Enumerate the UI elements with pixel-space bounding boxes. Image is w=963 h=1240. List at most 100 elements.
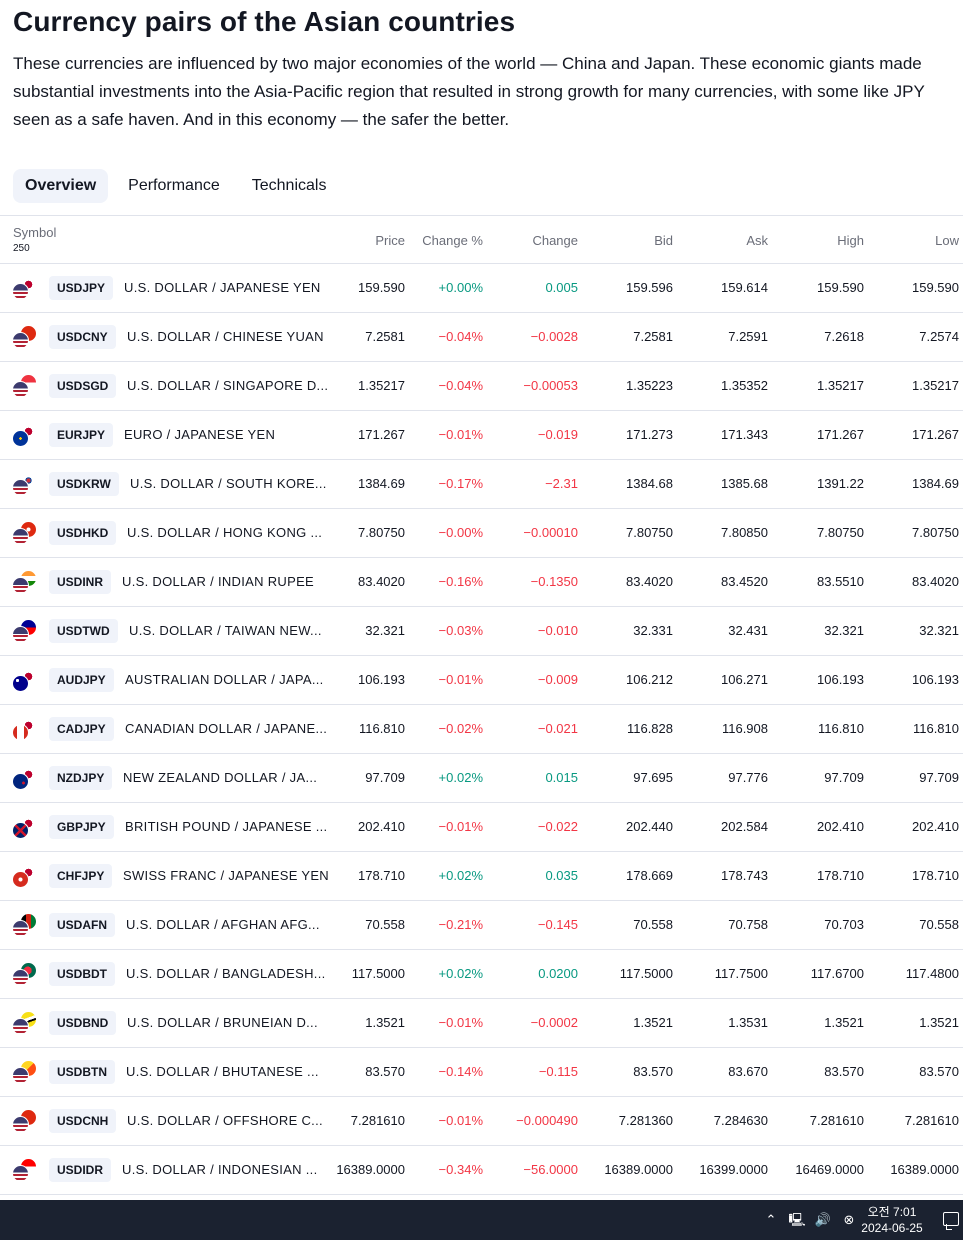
pair-name[interactable]: U.S. DOLLAR / SINGAPORE D... bbox=[127, 378, 329, 393]
header-ask[interactable]: Ask bbox=[746, 233, 768, 248]
table-row[interactable]: USDINR U.S. DOLLAR / INDIAN RUPEE 83.4020 −… bbox=[0, 558, 963, 607]
ticker-badge[interactable]: AUDJPY bbox=[49, 668, 114, 692]
ticker-badge[interactable]: CHFJPY bbox=[49, 864, 113, 888]
ticker-badge[interactable]: USDCNH bbox=[49, 1109, 117, 1133]
pair-name[interactable]: U.S. DOLLAR / HONG KONG ... bbox=[127, 525, 323, 540]
pair-name[interactable]: CANADIAN DOLLAR / JAPANE... bbox=[125, 721, 328, 736]
currency-flags bbox=[12, 619, 38, 643]
pair-name[interactable]: SWISS FRANC / JAPANESE YEN bbox=[123, 868, 329, 883]
change-pct-cell: −0.16% bbox=[438, 574, 483, 589]
low-cell: 178.710 bbox=[912, 868, 959, 883]
change-pct-cell: +0.00% bbox=[438, 280, 483, 295]
table-row[interactable]: USDAFN U.S. DOLLAR / AFGHAN AFG... 70.558 −… bbox=[0, 901, 963, 950]
table-row[interactable]: USDHKD U.S. DOLLAR / HONG KONG ... 7.80750… bbox=[0, 509, 963, 558]
table-row[interactable]: USDSGD U.S. DOLLAR / SINGAPORE D... 1.3521… bbox=[0, 362, 963, 411]
ask-cell: 1385.68 bbox=[721, 476, 768, 491]
currency-flags bbox=[12, 570, 38, 594]
ticker-badge[interactable]: USDBTN bbox=[49, 1060, 115, 1084]
pair-name[interactable]: U.S. DOLLAR / SOUTH KORE... bbox=[130, 476, 327, 491]
flag-ch-icon bbox=[12, 871, 29, 888]
pair-name[interactable]: U.S. DOLLAR / INDIAN RUPEE bbox=[122, 574, 315, 589]
pair-name[interactable]: U.S. DOLLAR / AFGHAN AFG... bbox=[126, 917, 320, 932]
ticker-badge[interactable]: USDHKD bbox=[49, 521, 117, 545]
ticker-badge[interactable]: USDAFN bbox=[49, 913, 115, 937]
pair-name[interactable]: U.S. DOLLAR / OFFSHORE C... bbox=[127, 1113, 323, 1128]
bid-cell: 7.281360 bbox=[618, 1113, 673, 1128]
flag-us-icon bbox=[12, 1067, 29, 1084]
bid-cell: 16389.0000 bbox=[604, 1162, 673, 1177]
pair-name[interactable]: U.S. DOLLAR / CHINESE YUAN bbox=[127, 329, 324, 344]
header-change[interactable]: Change bbox=[532, 233, 578, 248]
table-row[interactable]: AUDJPY AUSTRALIAN DOLLAR / JAPA... 106.193… bbox=[0, 656, 963, 705]
chevron-up-icon[interactable]: ⌃ bbox=[765, 1212, 777, 1227]
table-row[interactable]: USDBND U.S. DOLLAR / BRUNEIAN D... 1.3521 −… bbox=[0, 999, 963, 1048]
tab-overview[interactable]: Overview bbox=[13, 169, 109, 203]
header-change-pct[interactable]: Change % bbox=[422, 233, 483, 248]
pair-name[interactable]: U.S. DOLLAR / BANGLADESH... bbox=[126, 966, 326, 981]
tab-performance[interactable]: Performance bbox=[128, 177, 220, 194]
header-symbol[interactable]: Symbol bbox=[13, 225, 57, 240]
ticker-badge[interactable]: USDSGD bbox=[49, 374, 117, 398]
table-row[interactable]: USDBDT U.S. DOLLAR / BANGLADESH... 117.500… bbox=[0, 950, 963, 999]
price-cell: 116.810 bbox=[358, 721, 405, 736]
low-cell: 1384.69 bbox=[912, 476, 959, 491]
ticker-badge[interactable]: NZDJPY bbox=[49, 766, 113, 790]
ticker-badge[interactable]: USDJPY bbox=[49, 276, 114, 300]
table-row[interactable]: EURJPY EURO / JAPANESE YEN 171.267 −0.01% −0… bbox=[0, 411, 963, 460]
table-row[interactable]: CADJPY CANADIAN DOLLAR / JAPANE... 116.810… bbox=[0, 705, 963, 754]
table-row[interactable]: NZDJPY NEW ZEALAND DOLLAR / JA... 97.709 +0… bbox=[0, 754, 963, 803]
ticker-badge[interactable]: USDTWD bbox=[49, 619, 118, 643]
volume-icon[interactable]: 🔊 bbox=[814, 1212, 832, 1227]
ask-cell: 97.776 bbox=[728, 770, 768, 785]
change-pct-cell: −0.34% bbox=[438, 1162, 483, 1177]
ticker-badge[interactable]: USDIDR bbox=[49, 1158, 112, 1182]
ticker-badge[interactable]: USDINR bbox=[49, 570, 112, 594]
table-row[interactable]: GBPJPY BRITISH POUND / JAPANESE ... 202.41… bbox=[0, 803, 963, 852]
notification-icon[interactable] bbox=[943, 1212, 959, 1226]
taskbar-clock[interactable]: 오전 7:01 2024-06-25 bbox=[852, 1204, 932, 1236]
currency-flags bbox=[12, 1060, 38, 1084]
pair-name[interactable]: U.S. DOLLAR / JAPANESE YEN bbox=[124, 280, 321, 295]
pair-name[interactable]: NEW ZEALAND DOLLAR / JA... bbox=[123, 770, 318, 785]
currency-table: Symbol 250 Price Change % Change Bid Ask… bbox=[0, 215, 963, 1195]
pair-name[interactable]: U.S. DOLLAR / INDONESIAN ... bbox=[122, 1162, 318, 1177]
ticker-badge[interactable]: GBPJPY bbox=[49, 815, 114, 839]
pair-name[interactable]: BRITISH POUND / JAPANESE ... bbox=[125, 819, 328, 834]
price-cell: 7.2581 bbox=[365, 329, 405, 344]
table-row[interactable]: USDKRW U.S. DOLLAR / SOUTH KORE... 1384.69… bbox=[0, 460, 963, 509]
error-icon[interactable]: ⊗ bbox=[843, 1212, 855, 1227]
pair-name[interactable]: U.S. DOLLAR / TAIWAN NEW... bbox=[129, 623, 322, 638]
high-cell: 7.281610 bbox=[809, 1113, 864, 1128]
change-cell: 0.015 bbox=[545, 770, 578, 785]
ticker-badge[interactable]: CADJPY bbox=[49, 717, 114, 741]
table-row[interactable]: USDIDR U.S. DOLLAR / INDONESIAN ... 16389.… bbox=[0, 1146, 963, 1195]
pair-name[interactable]: AUSTRALIAN DOLLAR / JAPA... bbox=[125, 672, 324, 687]
header-low[interactable]: Low bbox=[935, 233, 959, 248]
header-price[interactable]: Price bbox=[375, 233, 405, 248]
pair-name[interactable]: U.S. DOLLAR / BHUTANESE ... bbox=[126, 1064, 319, 1079]
ticker-badge[interactable]: USDCNY bbox=[49, 325, 116, 349]
ticker-badge[interactable]: USDKRW bbox=[49, 472, 119, 496]
bid-cell: 1384.68 bbox=[626, 476, 673, 491]
pair-name[interactable]: U.S. DOLLAR / BRUNEIAN D... bbox=[127, 1015, 318, 1030]
table-row[interactable]: USDJPY U.S. DOLLAR / JAPANESE YEN 159.590 +… bbox=[0, 264, 963, 313]
tab-technicals[interactable]: Technicals bbox=[251, 177, 327, 194]
header-bid[interactable]: Bid bbox=[654, 233, 673, 248]
price-cell: 117.5000 bbox=[351, 966, 405, 981]
bid-cell: 1.35223 bbox=[626, 378, 673, 393]
table-row[interactable]: USDCNH U.S. DOLLAR / OFFSHORE C... 7.28161… bbox=[0, 1097, 963, 1146]
pair-name[interactable]: EURO / JAPANESE YEN bbox=[124, 427, 276, 442]
table-row[interactable]: USDBTN U.S. DOLLAR / BHUTANESE ... 83.570 −… bbox=[0, 1048, 963, 1097]
table-row[interactable]: USDCNY U.S. DOLLAR / CHINESE YUAN 7.2581 −0… bbox=[0, 313, 963, 362]
table-row[interactable]: USDTWD U.S. DOLLAR / TAIWAN NEW... 32.321 −… bbox=[0, 607, 963, 656]
flag-au-icon bbox=[12, 675, 29, 692]
header-high[interactable]: High bbox=[837, 233, 864, 248]
low-cell: 83.570 bbox=[919, 1064, 959, 1079]
ticker-badge[interactable]: EURJPY bbox=[49, 423, 114, 447]
change-cell: −0.145 bbox=[537, 917, 578, 932]
ticker-badge[interactable]: USDBDT bbox=[49, 962, 115, 986]
change-cell: −0.1350 bbox=[530, 574, 578, 589]
ticker-badge[interactable]: USDBND bbox=[49, 1011, 117, 1035]
table-row[interactable]: CHFJPY SWISS FRANC / JAPANESE YEN 178.710 +… bbox=[0, 852, 963, 901]
network-icon[interactable]: 🖳 bbox=[788, 1212, 806, 1227]
